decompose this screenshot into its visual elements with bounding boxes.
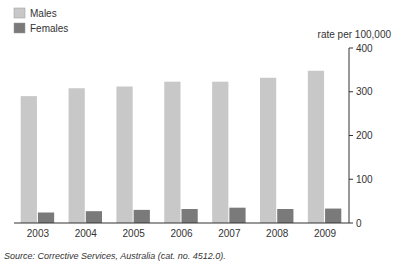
legend-swatch bbox=[14, 8, 25, 18]
legend-swatch bbox=[14, 23, 25, 33]
chart-container: 2003 2004 2005 2006 2007 2008 2009 0 100 200 300 40… bbox=[0, 0, 397, 265]
x-tick-label: 2004 bbox=[75, 228, 98, 239]
bar bbox=[277, 209, 293, 223]
bar bbox=[260, 78, 276, 223]
x-tick-label: 2007 bbox=[218, 228, 241, 239]
bars bbox=[21, 71, 342, 223]
x-axis-line bbox=[14, 223, 349, 224]
bar bbox=[308, 71, 324, 223]
bar bbox=[116, 87, 132, 224]
y-tick-label: 100 bbox=[356, 174, 373, 185]
bar bbox=[86, 211, 102, 223]
y-tick-label: 0 bbox=[356, 218, 362, 229]
y-axis-label: rate per 100,000 bbox=[318, 29, 392, 40]
x-tick-label: 2006 bbox=[170, 228, 193, 239]
bar bbox=[325, 209, 341, 223]
y-tick-label: 400 bbox=[356, 43, 373, 54]
bar bbox=[182, 209, 198, 223]
bar bbox=[212, 82, 228, 223]
x-tick-label: 2009 bbox=[314, 228, 337, 239]
bar bbox=[69, 88, 85, 223]
y-tick bbox=[349, 179, 353, 180]
y-tick-label: 300 bbox=[356, 86, 373, 97]
y-tick bbox=[349, 48, 353, 49]
bar bbox=[164, 82, 180, 223]
y-tick bbox=[349, 223, 353, 224]
y-tick bbox=[349, 135, 353, 136]
chart: 2003 2004 2005 2006 2007 2008 2009 0 100 200 300 40… bbox=[0, 0, 397, 265]
source-note: Source: Corrective Services, Australia (… bbox=[4, 251, 226, 261]
bar bbox=[38, 213, 54, 224]
legend: Males Females bbox=[14, 8, 68, 34]
legend-label: Females bbox=[30, 23, 68, 34]
legend-label: Males bbox=[30, 8, 57, 19]
y-tick bbox=[349, 91, 353, 92]
x-tick-label: 2008 bbox=[266, 228, 289, 239]
bar bbox=[21, 96, 37, 223]
bar bbox=[229, 208, 245, 223]
y-tick-label: 200 bbox=[356, 130, 373, 141]
x-tick-label: 2005 bbox=[123, 228, 146, 239]
bar bbox=[134, 210, 150, 223]
x-tick-label: 2003 bbox=[27, 228, 50, 239]
